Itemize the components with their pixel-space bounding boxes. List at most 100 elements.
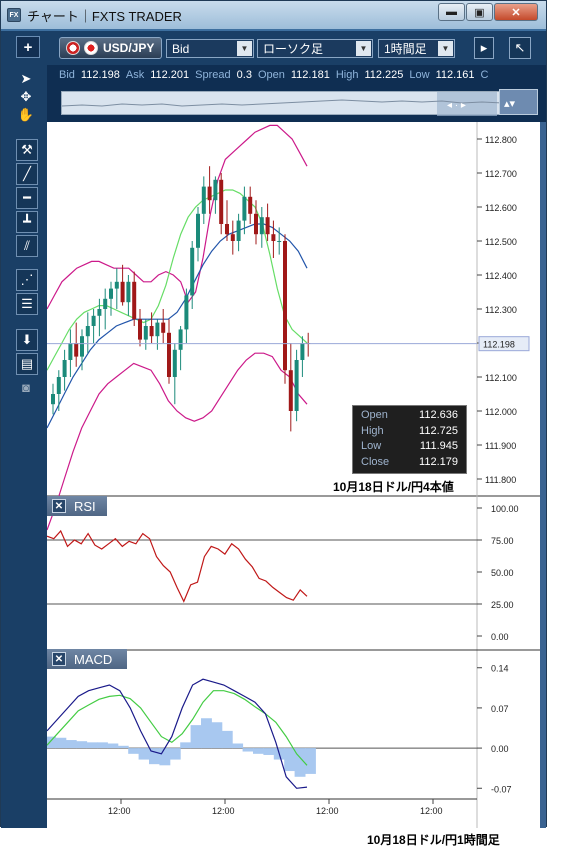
candle-body (85, 326, 90, 337)
candle-body (126, 281, 131, 303)
spread-value: 0.3 (236, 69, 252, 81)
maximize-button[interactable]: ▣ (466, 3, 493, 21)
macd-tick-label: 0.00 (491, 744, 509, 754)
candle-body (109, 288, 113, 299)
candle-body (161, 322, 166, 333)
macd-tick-label: 0.07 (491, 704, 509, 714)
chart-type-select[interactable]: ローソク足 ▼ (257, 39, 373, 58)
candle-body (167, 332, 171, 377)
ohlc-open-value: 112.636 (419, 409, 458, 421)
ohlc-high-value: 112.725 (419, 424, 458, 437)
rsi-line (46, 529, 308, 603)
list-icon[interactable]: ▤ (16, 353, 38, 375)
macd-tick-label: 0.14 (491, 664, 509, 674)
macd-histogram-bar (190, 725, 202, 749)
macd-histogram-bar (128, 748, 140, 754)
macd-histogram-bar (45, 736, 56, 749)
trendline-tool-icon[interactable]: ╱ (16, 163, 38, 185)
candle-body (219, 179, 224, 224)
candle-body (184, 295, 189, 330)
cursor-icon[interactable]: ➤ (20, 71, 32, 86)
current-price-box (478, 336, 530, 352)
fibonacci-tool-icon[interactable]: ☰ (16, 293, 38, 315)
macd-histogram-bar (253, 748, 264, 754)
channel-tool-icon[interactable]: ⫽ (16, 235, 38, 257)
time-tick-label: 12:00 (316, 806, 339, 816)
minimize-button[interactable]: ▬ (438, 3, 465, 21)
macd-histogram-bar (97, 742, 108, 749)
macd-histogram-bar (86, 742, 98, 749)
rsi-close-icon[interactable]: ✕ (52, 499, 66, 513)
timeframe-value: 1時間足 (384, 42, 427, 56)
quote-bar: Bid 112.198 Ask 112.201 Spread 0.3 Open … (1, 65, 546, 85)
bid-label: Bid (59, 69, 75, 81)
hand-icon[interactable]: ✋ (17, 107, 35, 122)
macd-close-icon[interactable]: ✕ (52, 652, 66, 666)
current-price-label: 112.198 (483, 340, 515, 350)
crosshair-cursor-icon[interactable]: ✥ (20, 89, 32, 104)
rsi-tick-label: 0.00 (491, 632, 509, 642)
candle-body (68, 343, 73, 360)
macd-line (46, 678, 308, 789)
chart-window: FX チャート｜FXTS TRADER ▬ ▣ ✕ + USD/JPY Bid … (0, 0, 547, 828)
ohlc-close-value: 112.179 (419, 455, 458, 468)
timeframe-select[interactable]: 1時間足 ▼ (378, 39, 455, 58)
price-type-select[interactable]: Bid ▼ (166, 39, 254, 58)
chart-area[interactable]: 112.800 112.700 112.600 112.500 112.400 112.3… (45, 122, 546, 828)
macd-histogram-bar (76, 741, 88, 749)
macd-histogram-bar (211, 722, 223, 749)
vertical-scrollbar[interactable] (540, 122, 546, 828)
candle-body (172, 349, 177, 377)
fan-tool-icon[interactable]: ⋰ (16, 269, 38, 291)
candle-body (254, 213, 258, 235)
camera-icon[interactable]: ◙ (22, 379, 30, 395)
macd-histogram-bar (159, 748, 171, 766)
candle-body (283, 241, 287, 371)
close-label-cut: C (480, 69, 489, 81)
open-label: Open (257, 69, 285, 81)
panel-toggle-icon[interactable]: ▸ (474, 37, 494, 59)
navigator-scroll[interactable]: ◂ · ▸ (61, 91, 504, 116)
app-icon: FX (7, 8, 21, 22)
ohlc-low-label: Low (361, 440, 382, 452)
detach-window-icon[interactable]: ↖ (509, 37, 531, 59)
jp-flag-icon (84, 41, 98, 55)
download-icon[interactable]: ⬇ (16, 329, 38, 351)
macd-histogram-bar (65, 740, 77, 749)
candle-body (201, 186, 206, 214)
rsi-panel-header: ✕ RSI (47, 496, 107, 516)
candle-body (213, 179, 218, 201)
hammer-tool-icon[interactable]: ⚒ (16, 139, 38, 161)
navigator-zoom-button[interactable]: ▴▾ (499, 89, 538, 115)
horizontal-line-tool-icon[interactable]: ━ (16, 187, 38, 209)
candle-body (248, 196, 253, 214)
candle-body (56, 377, 61, 394)
currency-pair-selector[interactable]: USD/JPY (59, 37, 162, 59)
title-bar[interactable]: FX チャート｜FXTS TRADER ▬ ▣ ✕ (1, 1, 546, 29)
macd-histogram-bar (284, 748, 296, 772)
candle-body (300, 343, 305, 360)
macd-histogram-bar (201, 718, 212, 749)
candle-body (120, 281, 125, 303)
macd-histogram-bar (138, 748, 150, 760)
close-button[interactable]: ✕ (494, 3, 538, 21)
candle-body (51, 394, 55, 405)
macd-histogram-bar (305, 748, 316, 774)
price-tick-label: 112.100 (485, 373, 517, 383)
vertical-line-tool-icon[interactable]: ┻ (16, 211, 38, 233)
caption-ohlc: 10月18日ドル/円4本値 (331, 478, 456, 495)
macd-panel-header: ✕ MACD (47, 649, 127, 669)
candle-body (132, 281, 137, 320)
candle-body (149, 326, 154, 337)
candle-body (62, 360, 67, 377)
add-chart-button[interactable]: + (16, 36, 40, 58)
currency-pair-label: USD/JPY (103, 41, 155, 55)
candle-body (138, 319, 142, 340)
macd-histogram-bar (294, 748, 306, 777)
chevron-down-icon: ▼ (237, 41, 252, 56)
macd-title: MACD (74, 651, 113, 667)
candle-body (80, 336, 84, 357)
low-label: Low (409, 69, 430, 81)
candle-body (178, 329, 183, 350)
chevron-down-icon: ▼ (438, 41, 453, 56)
